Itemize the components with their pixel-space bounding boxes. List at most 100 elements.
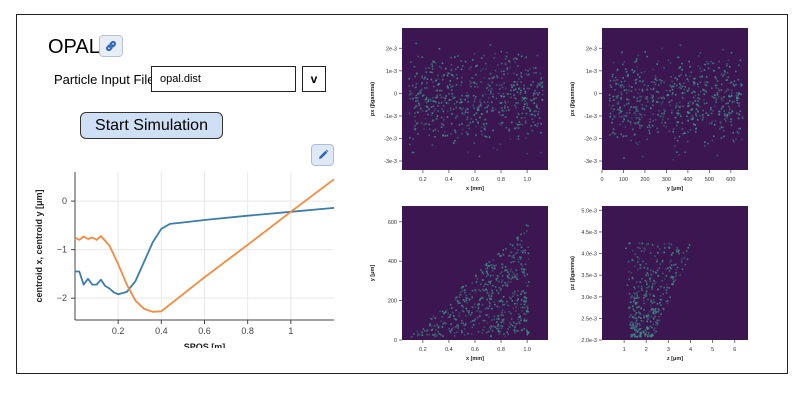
particle-point	[537, 93, 539, 96]
particle-point	[531, 99, 534, 102]
particle-point	[517, 123, 519, 126]
particle-point	[480, 105, 482, 107]
particle-point	[732, 132, 734, 134]
particle-point	[628, 109, 631, 111]
particle-point	[483, 326, 486, 329]
particle-point	[646, 98, 648, 100]
particle-point	[715, 99, 717, 101]
particle-point	[501, 86, 504, 89]
particle-point	[485, 331, 488, 334]
particle-point	[420, 88, 423, 91]
particle-point	[494, 286, 497, 288]
particle-point	[500, 107, 503, 109]
particle-point	[450, 64, 453, 66]
particle-point	[440, 126, 443, 128]
particle-point	[693, 78, 696, 80]
particle-point	[730, 124, 733, 127]
particle-point	[474, 303, 476, 305]
particle-point	[504, 100, 506, 103]
particle-point	[669, 84, 671, 87]
particle-point	[614, 89, 616, 91]
particle-point	[531, 113, 533, 116]
particle-point	[636, 294, 638, 296]
particle-point	[705, 60, 708, 63]
particle-point	[419, 90, 422, 92]
particle-point	[696, 103, 698, 106]
particle-point	[519, 123, 522, 125]
particle-point	[634, 79, 637, 81]
particle-point	[684, 263, 686, 266]
particle-point	[622, 63, 624, 66]
particle-point	[611, 121, 613, 124]
particle-point	[516, 251, 518, 254]
particle-point	[614, 76, 617, 79]
particle-point	[682, 132, 685, 135]
particle-point	[490, 90, 492, 93]
particle-point	[664, 110, 666, 113]
particle-point	[524, 306, 526, 309]
particle-point	[487, 104, 489, 107]
particle-point	[527, 87, 529, 90]
particle-point	[519, 258, 522, 260]
file-dropdown-button[interactable]: v	[302, 66, 326, 92]
particle-point	[515, 123, 517, 125]
particle-point	[632, 316, 634, 318]
particle-point	[649, 325, 652, 327]
particle-point	[738, 103, 740, 105]
particle-point	[506, 274, 509, 277]
particle-input-file-field[interactable]	[151, 66, 296, 92]
particle-point	[506, 73, 509, 75]
particle-point	[507, 281, 510, 283]
particle-point	[692, 90, 695, 93]
particle-point	[476, 64, 478, 67]
particle-point	[432, 334, 434, 336]
particle-point	[714, 76, 716, 78]
particle-point	[513, 321, 515, 324]
particle-point	[520, 303, 523, 306]
link-button[interactable]	[99, 35, 123, 57]
particle-point	[635, 303, 637, 306]
particle-point	[663, 108, 665, 111]
particle-point	[671, 283, 673, 285]
y-tick-label: -2e-3	[584, 136, 597, 142]
particle-point	[535, 97, 537, 99]
particle-point	[444, 97, 447, 99]
particle-point	[516, 299, 519, 302]
particle-point	[625, 71, 628, 73]
particle-point	[716, 84, 718, 86]
particle-point	[516, 91, 519, 93]
particle-point	[469, 83, 471, 85]
particle-point	[502, 314, 504, 317]
particle-point	[489, 44, 492, 46]
particle-point	[640, 71, 643, 74]
particle-point	[638, 335, 640, 338]
particle-point	[652, 120, 654, 122]
particle-point	[491, 81, 493, 84]
particle-point	[679, 274, 682, 276]
particle-point	[668, 266, 671, 268]
particle-point	[652, 294, 655, 297]
particle-point	[680, 115, 682, 117]
particle-point	[642, 79, 644, 82]
start-simulation-button[interactable]: Start Simulation	[80, 112, 223, 139]
particle-point	[503, 303, 506, 306]
particle-point	[429, 98, 432, 101]
particle-point	[635, 110, 638, 112]
particle-point	[517, 237, 519, 239]
particle-point	[656, 323, 659, 326]
particle-point	[722, 48, 724, 51]
particle-point	[636, 78, 638, 80]
particle-point	[679, 66, 682, 68]
particle-point	[520, 263, 523, 265]
particle-point	[670, 267, 672, 270]
edit-plot-button[interactable]	[311, 144, 334, 166]
particle-point	[727, 102, 729, 105]
particle-point	[431, 68, 434, 70]
particle-point	[491, 289, 493, 292]
particle-point	[495, 97, 498, 100]
particle-point	[474, 318, 476, 320]
particle-point	[455, 73, 458, 76]
particle-point	[652, 104, 654, 106]
particle-point	[671, 252, 674, 255]
particle-point	[502, 284, 504, 287]
